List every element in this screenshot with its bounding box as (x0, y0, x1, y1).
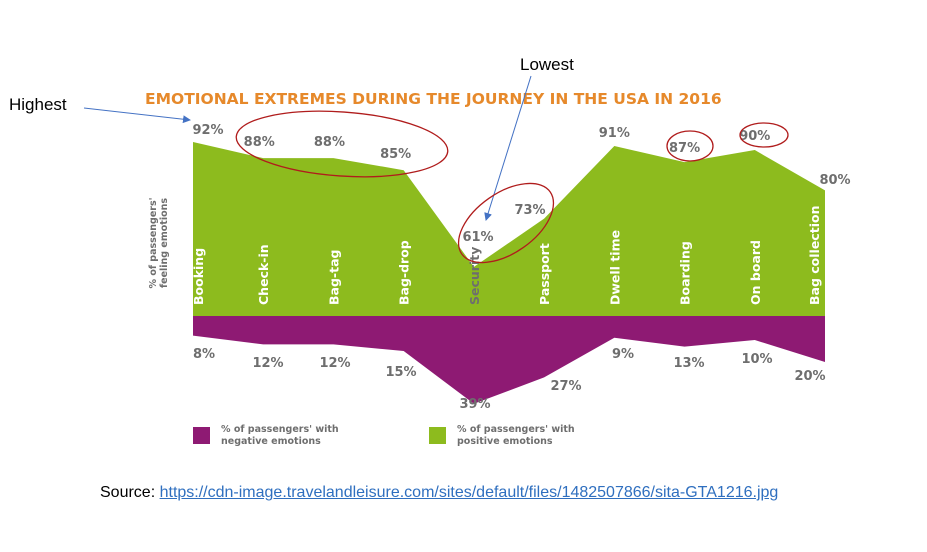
category-label: On board (748, 240, 763, 305)
chart-title: EMOTIONAL EXTREMES DURING THE JOURNEY IN… (145, 90, 722, 108)
negative-value-label: 39% (459, 397, 490, 412)
legend-negative-line2: negative emotions (221, 436, 321, 447)
negative-value-label: 12% (319, 356, 350, 371)
negative-value-label: 12% (252, 356, 283, 371)
source-label: Source: (100, 484, 160, 501)
circle-onboard (739, 122, 789, 148)
positive-value-label: 61% (462, 230, 493, 245)
legend-swatch-positive (429, 427, 446, 444)
negative-emotions-area (193, 316, 825, 404)
category-label: Boarding (678, 241, 693, 305)
category-label: Passport (537, 243, 552, 305)
legend-positive-line2: positive emotions (457, 436, 553, 447)
positive-value-label: 73% (514, 203, 545, 218)
annotations: Highest Lowest (9, 55, 789, 264)
category-label: Security (467, 247, 482, 305)
category-label: Dwell time (607, 230, 622, 305)
highest-arrow-icon (83, 107, 191, 124)
circle-security-passport (457, 182, 555, 264)
value-labels: 92% 88% 88% 85% 61% 73% 91% 87% 90% 80% 8% 12% 12% 15… (192, 123, 850, 412)
category-label: Bag-drop (397, 240, 412, 305)
negative-value-label: 20% (794, 369, 825, 384)
legend-positive-line1: % of passengers' with (457, 424, 575, 435)
positive-value-label: 85% (380, 147, 411, 162)
positive-value-label: 90% (739, 129, 770, 144)
positive-value-label: 91% (599, 126, 630, 141)
y-axis-label: % of passengers' feeling emotions (148, 197, 170, 288)
y-axis-label-line1: % of passengers' (148, 197, 159, 288)
category-labels: Booking Check-in Bag-tag Bag-drop Security Pa… (191, 206, 822, 305)
positive-value-label: 88% (314, 135, 345, 150)
legend: % of passengers' with negative emotions … (193, 424, 575, 447)
y-axis-label-line2: feeling emotions (159, 198, 170, 288)
positive-value-label: 87% (669, 141, 700, 156)
negative-value-label: 13% (673, 356, 704, 371)
positive-value-label: 88% (244, 135, 275, 150)
positive-value-label: 92% (192, 123, 223, 138)
circle-checkin-bagdrop (235, 110, 449, 178)
negative-value-label: 27% (550, 379, 581, 394)
negative-value-label: 15% (385, 365, 416, 380)
source-citation: Source: https://cdn-image.travelandleisu… (100, 484, 778, 502)
lowest-annotation-label: Lowest (520, 55, 574, 74)
circle-boarding (666, 130, 714, 162)
positive-value-label: 80% (819, 173, 850, 188)
negative-value-label: 9% (612, 347, 634, 362)
negative-value-label: 8% (193, 347, 215, 362)
areas-layer (193, 142, 825, 404)
category-label: Bag collection (807, 206, 822, 305)
highest-annotation-label: Highest (9, 95, 67, 114)
category-label: Check-in (256, 244, 271, 305)
category-label: Bag-tag (326, 250, 341, 305)
positive-emotions-area (193, 142, 825, 316)
source-link[interactable]: https://cdn-image.travelandleisure.com/s… (159, 484, 779, 501)
negative-value-label: 10% (741, 352, 772, 367)
category-label: Booking (191, 248, 206, 305)
legend-negative-line1: % of passengers' with (221, 424, 339, 435)
legend-swatch-negative (193, 427, 210, 444)
